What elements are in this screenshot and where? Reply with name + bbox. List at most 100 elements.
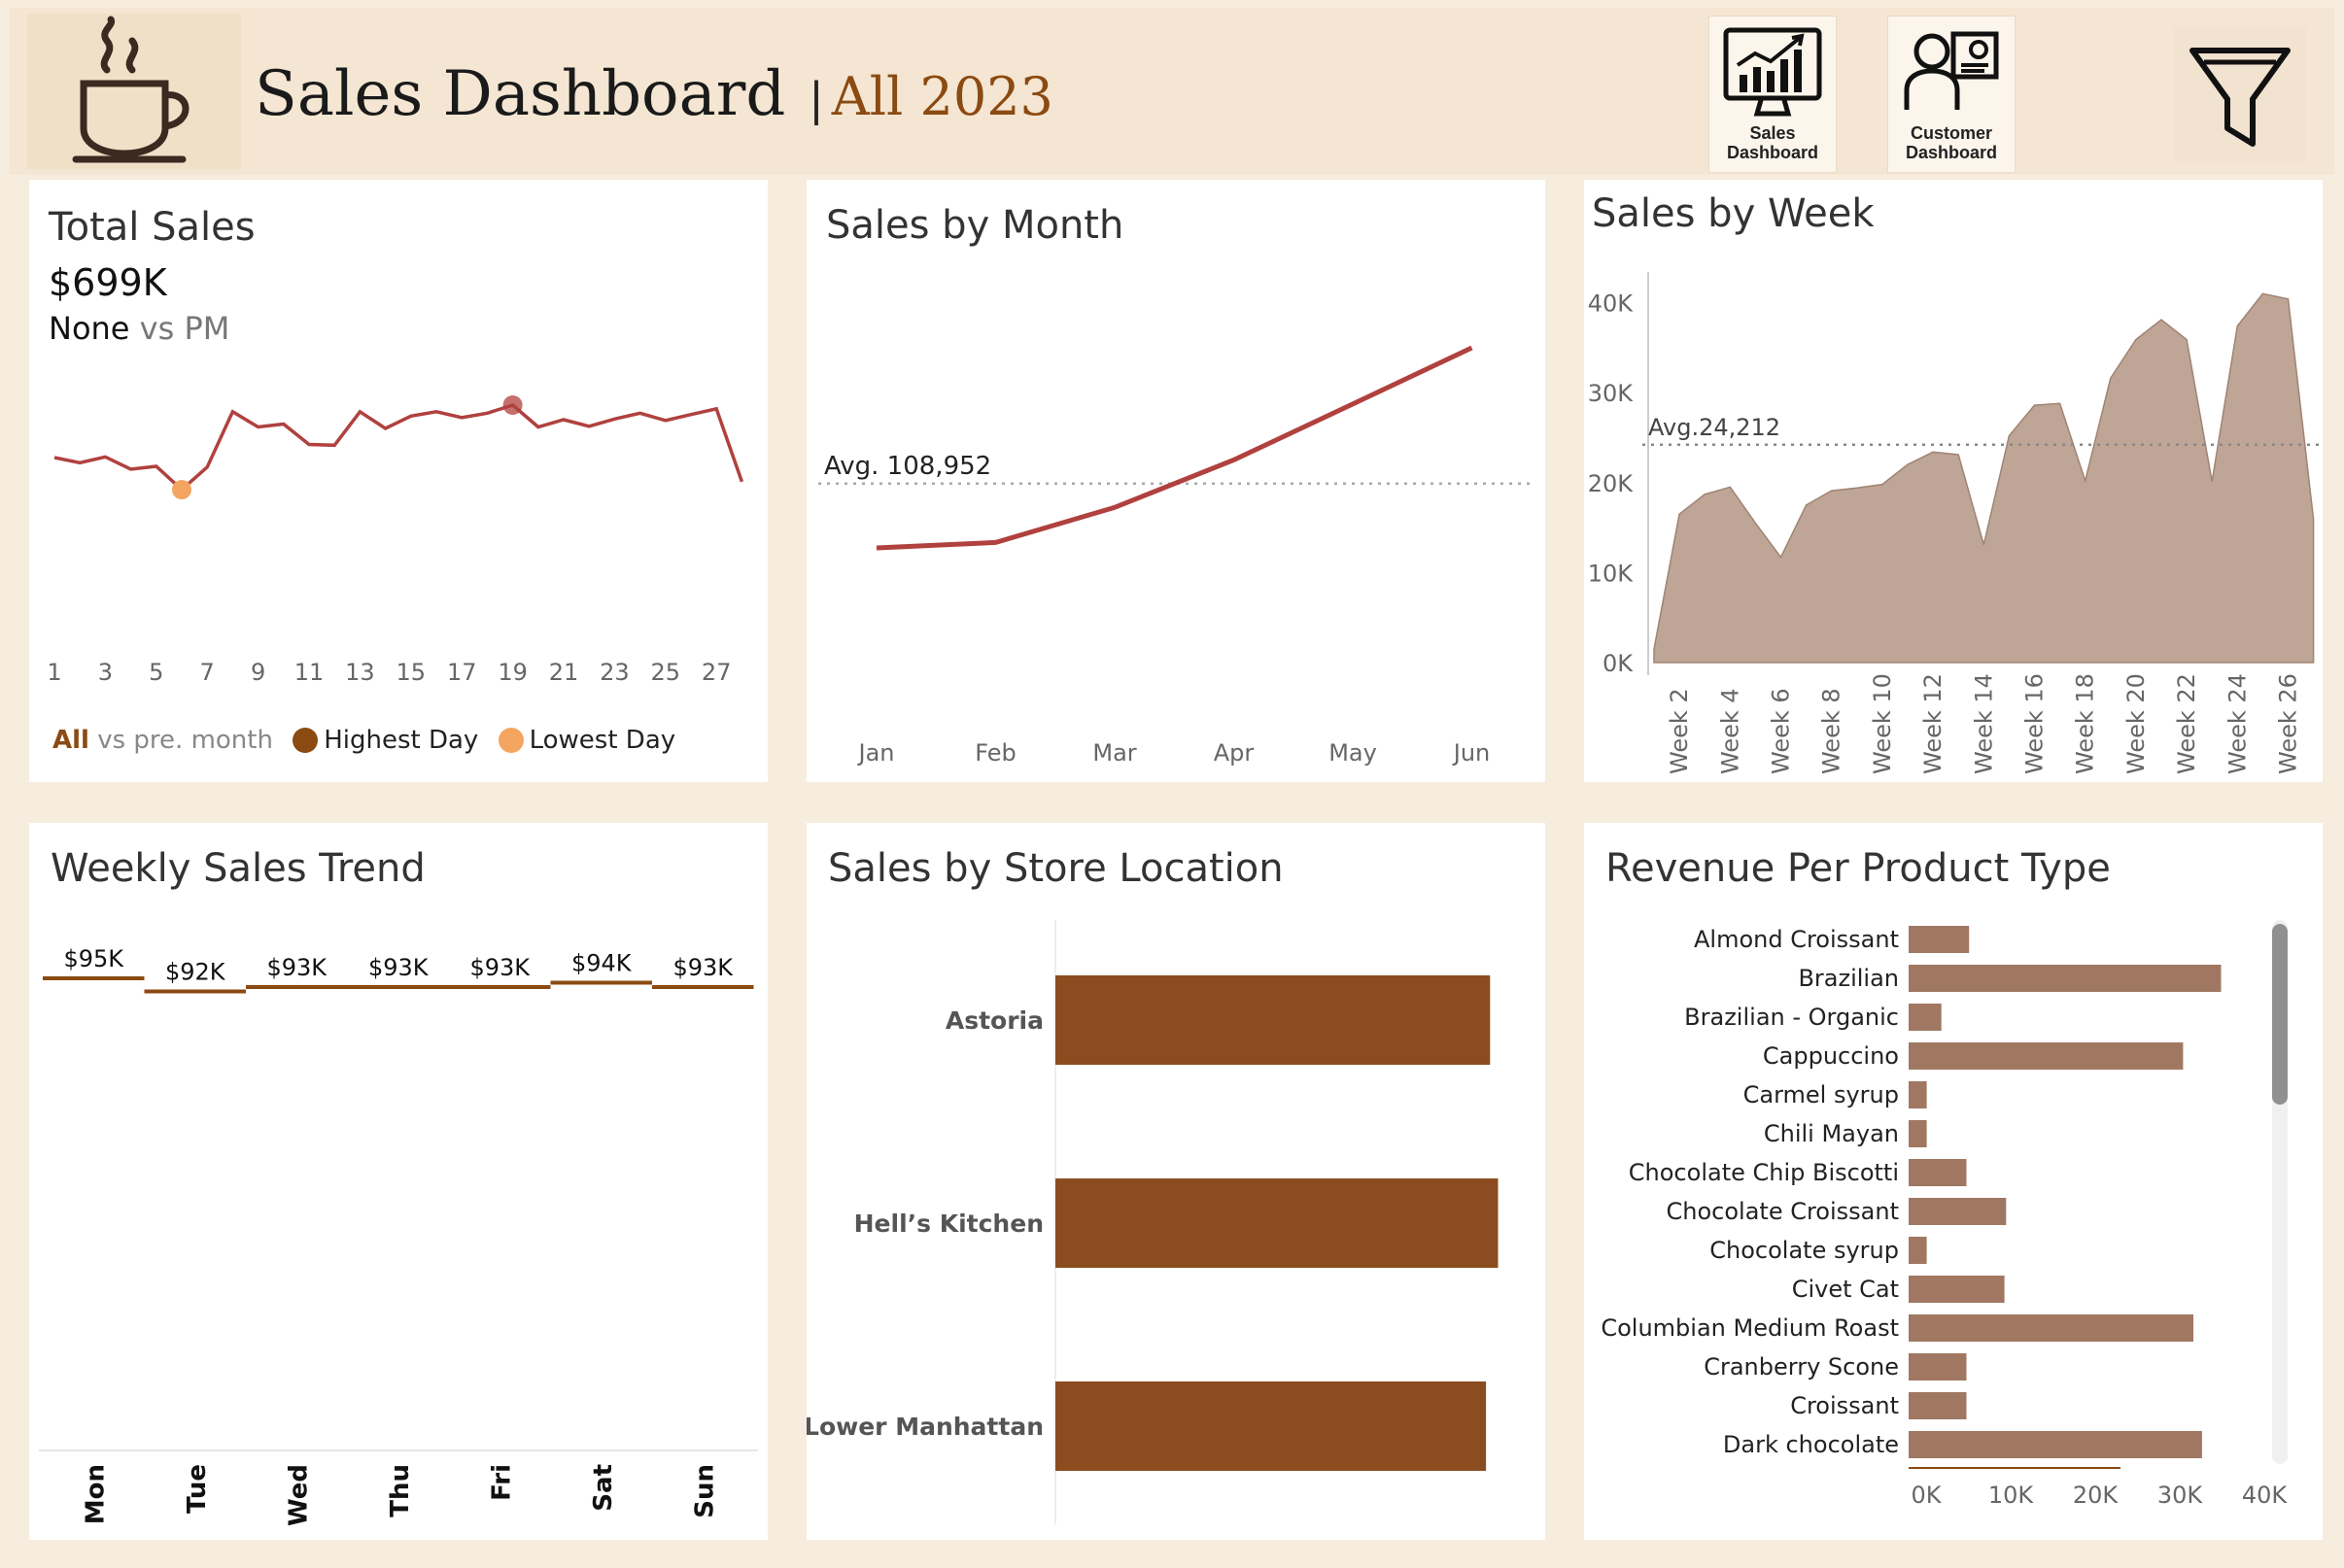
day-sales-label: $93K bbox=[672, 954, 734, 981]
x-tick-label: 7 bbox=[200, 659, 215, 686]
x-tick-label: Feb bbox=[975, 739, 1017, 767]
daily-sales-line bbox=[53, 403, 744, 493]
x-tick-label: Jun bbox=[1452, 739, 1491, 767]
x-tick-label: 11 bbox=[294, 659, 325, 686]
store-label: Astoria bbox=[946, 1006, 1044, 1035]
dashboard-title-text: Sales Dashboard bbox=[255, 58, 786, 130]
product-label: Croissant bbox=[1790, 1392, 1899, 1419]
dashboard-title: Sales Dashboard | All 2023 bbox=[255, 58, 1053, 130]
total-sales-card: Total Sales $699K None vs PM 1 3 5 7 9 11 13 15… bbox=[29, 180, 768, 782]
y-tick-label: 30K bbox=[1588, 380, 1635, 407]
comparison-suffix: vs PM bbox=[139, 310, 230, 347]
comparison-value: None bbox=[49, 310, 130, 347]
x-tick-label: Week 4 bbox=[1716, 688, 1743, 774]
product-revenue-bar bbox=[1909, 1004, 1942, 1031]
day-sales-label: $93K bbox=[469, 954, 531, 981]
x-tick-label: Week 14 bbox=[1970, 673, 1997, 774]
weekly-trend-title: Weekly Sales Trend bbox=[51, 846, 426, 891]
x-tick-label: Week 16 bbox=[2021, 673, 2049, 774]
store-label: Lower Manhattan bbox=[807, 1413, 1044, 1441]
x-tick-label: 5 bbox=[149, 659, 163, 686]
product-label: Chocolate Chip Biscotti bbox=[1629, 1159, 1899, 1186]
product-revenue-bar bbox=[1909, 1314, 2193, 1342]
x-tick-label: 25 bbox=[651, 659, 681, 686]
x-tick-label: Apr bbox=[1214, 739, 1255, 767]
product-label: Cappuccino bbox=[1763, 1042, 1899, 1070]
product-revenue-bar bbox=[1909, 1081, 1927, 1108]
x-tick-label: Week 8 bbox=[1818, 688, 1845, 774]
x-tick-label: 19 bbox=[498, 659, 528, 686]
x-tick-label: 1 bbox=[47, 659, 61, 686]
y-tick-label: 0K bbox=[1603, 650, 1634, 677]
day-of-week-chart: $95K Mon $92K Tue $93K Wed $93K Thu $93K Fri $94K S… bbox=[39, 945, 758, 1526]
customer-profile-icon bbox=[1904, 31, 1999, 110]
product-type-title: Revenue Per Product Type bbox=[1605, 846, 2111, 891]
day-sales-label: $94K bbox=[571, 950, 633, 977]
header-bar: Sales Dashboard | All 2023 Sales Dashboard… bbox=[10, 8, 2334, 175]
product-revenue-bar bbox=[1909, 1159, 1967, 1186]
product-label: Brazilian - Organic bbox=[1684, 1004, 1899, 1031]
day-label: Mon bbox=[81, 1464, 110, 1524]
x-tick-label: 3 bbox=[98, 659, 113, 686]
product-label: Chocolate syrup bbox=[1709, 1237, 1899, 1264]
customer-dashboard-button[interactable]: Customer Dashboard bbox=[1887, 16, 2016, 173]
sales-by-month-card: Sales by Month Avg. 108,952 Jan Feb Mar Apr M… bbox=[807, 180, 1545, 782]
x-tick-label: Week 22 bbox=[2173, 673, 2200, 774]
weekly-sales-area bbox=[1653, 292, 2315, 664]
day-label: Sun bbox=[690, 1464, 719, 1518]
product-revenue-bar bbox=[1909, 965, 2222, 992]
x-tick-label: Week 6 bbox=[1768, 688, 1795, 774]
x-tick-label: Week 2 bbox=[1666, 688, 1693, 774]
product-revenue-bar bbox=[1909, 926, 1970, 953]
sales-dashboard-button[interactable]: Sales Dashboard bbox=[1708, 16, 1837, 173]
y-tick-label: 10K bbox=[1588, 560, 1635, 587]
x-tick-label: 27 bbox=[702, 659, 732, 686]
sales-by-week-title: Sales by Week bbox=[1592, 191, 1875, 236]
store-sales-bar bbox=[1055, 1381, 1487, 1471]
lowest-day-dot-icon bbox=[498, 728, 524, 753]
legend-highest: Highest Day bbox=[324, 726, 479, 755]
store-location-card: Sales by Store Location Astoria Hell’s Ki… bbox=[807, 823, 1545, 1540]
x-tick-label: 40K bbox=[2242, 1482, 2289, 1509]
product-label: Civet Cat bbox=[1792, 1276, 1899, 1303]
product-label: Chili Mayan bbox=[1764, 1120, 1899, 1147]
product-revenue-bar bbox=[1909, 1431, 2202, 1458]
product-label: Cranberry Scone bbox=[1704, 1353, 1899, 1381]
product-label: Brazilian bbox=[1798, 965, 1899, 992]
product-revenue-bar bbox=[1909, 1353, 1967, 1381]
x-tick-label: 30K bbox=[2157, 1482, 2204, 1509]
product-label: Almond Croissant bbox=[1694, 926, 1899, 953]
x-tick-label: Week 26 bbox=[2275, 673, 2302, 774]
sales-dashboard-label-1: Sales bbox=[1749, 123, 1796, 143]
product-revenue-bar bbox=[1909, 1276, 2005, 1303]
x-tick-label: May bbox=[1328, 739, 1377, 767]
sales-dashboard-label-2: Dashboard bbox=[1726, 143, 1819, 162]
day-label: Sat bbox=[589, 1464, 618, 1512]
coffee-cup-logo bbox=[27, 14, 241, 169]
day-sales-label: $93K bbox=[368, 954, 430, 981]
x-tick-label: Mar bbox=[1092, 739, 1136, 767]
store-sales-bar bbox=[1055, 1178, 1499, 1268]
product-revenue-bar bbox=[1909, 1120, 1927, 1147]
store-sales-bar bbox=[1055, 975, 1491, 1065]
day-sales-label: $95K bbox=[63, 945, 124, 972]
x-tick-label: Week 18 bbox=[2072, 673, 2099, 774]
legend-all: All bbox=[52, 726, 89, 755]
store-location-title: Sales by Store Location bbox=[828, 846, 1284, 891]
filter-button[interactable] bbox=[2173, 25, 2307, 161]
product-revenue-bar-chart: Almond Croissant Brazilian Brazilian - Org… bbox=[1601, 926, 2289, 1509]
average-label: Avg.24,212 bbox=[1648, 414, 1780, 441]
sales-by-month-title: Sales by Month bbox=[826, 203, 1124, 248]
scrollbar-thumb[interactable] bbox=[2272, 924, 2288, 1105]
x-tick-label: 17 bbox=[447, 659, 477, 686]
product-label: Dark chocolate bbox=[1723, 1431, 1899, 1458]
day-label: Thu bbox=[386, 1464, 415, 1517]
daily-sales-legend: All vs pre. month Highest Day Lowest Day bbox=[52, 726, 675, 755]
product-list-scrollbar[interactable] bbox=[2272, 920, 2288, 1464]
x-tick-label: 15 bbox=[396, 659, 427, 686]
sales-by-week-card: Sales by Week 0K 10K 20K 30K 40K Avg.24,212 We… bbox=[1584, 180, 2323, 782]
x-tick-label: Jan bbox=[857, 739, 895, 767]
product-label: Carmel syrup bbox=[1743, 1081, 1899, 1108]
lowest-day-marker bbox=[172, 480, 191, 499]
x-tick-label: Week 10 bbox=[1869, 673, 1896, 774]
